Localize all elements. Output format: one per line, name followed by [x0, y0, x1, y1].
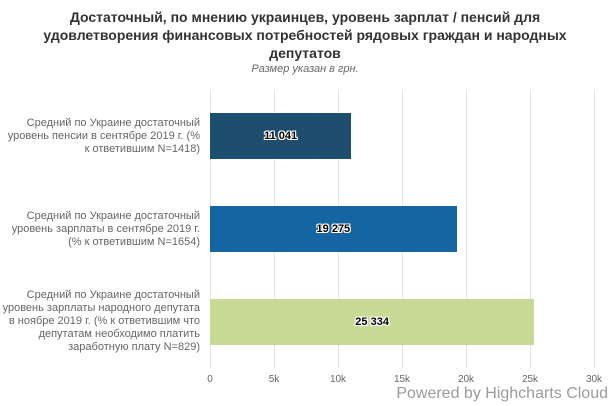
bar-track: 11 041: [210, 90, 594, 183]
x-tick-label: 5k: [268, 374, 280, 385]
bar-track: 19 275: [210, 183, 594, 276]
gridline: [530, 90, 531, 368]
gridline: [466, 90, 467, 368]
category-label: Средний по Украине достаточный уровень з…: [2, 289, 200, 354]
bar[interactable]: 11 041: [210, 113, 352, 160]
x-tick-label: 0: [207, 374, 213, 385]
chart-title: Достаточный, по мнению украинцев, уровен…: [43, 9, 567, 61]
x-tick-label: 20k: [457, 374, 475, 385]
bar[interactable]: 25 334: [210, 298, 535, 345]
gridline: [594, 90, 595, 368]
bar-value-label: 11 041: [264, 130, 298, 143]
x-axis: 0 5k 10k 15k 20k 25k 30k: [207, 374, 602, 388]
chart-row: Средний по Украине достаточный уровень з…: [0, 183, 594, 276]
x-tick-label: 30k: [585, 374, 603, 385]
x-tick-label: 15k: [393, 374, 411, 385]
category-label: Средний по Украине достаточный уровень п…: [7, 116, 200, 155]
highcharts-credit-link[interactable]: Powered by Highcharts Cloud: [396, 385, 608, 402]
bar-value-label: 25 334: [355, 315, 389, 328]
category-label: Средний по Украине достаточный уровень з…: [11, 209, 200, 248]
bar-value-label: 19 275: [316, 223, 351, 235]
chart-rows: Средний по Украине достаточный уровень п…: [0, 90, 594, 368]
x-tick-label: 10k: [329, 374, 347, 385]
bar-track: 25 334: [210, 275, 594, 368]
bar[interactable]: 19 275: [210, 206, 457, 252]
chart-subtitle: Размер указан в грн.: [251, 63, 359, 75]
chart-row: Средний по Украине достаточный уровень з…: [0, 275, 594, 368]
chart-row: Средний по Украине достаточный уровень п…: [0, 90, 594, 183]
x-tick-label: 25k: [521, 374, 539, 385]
